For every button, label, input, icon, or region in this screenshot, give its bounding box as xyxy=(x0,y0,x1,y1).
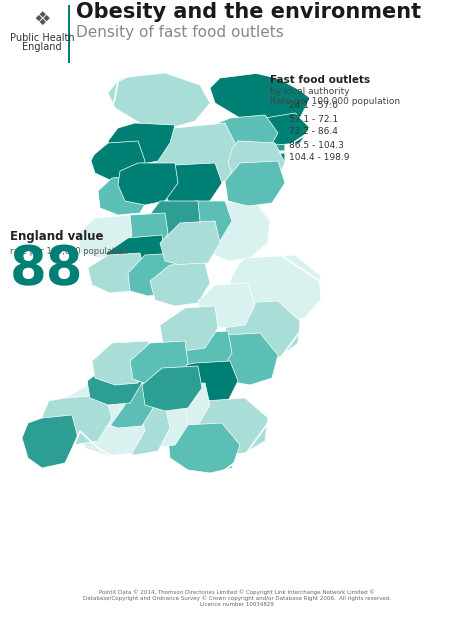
Polygon shape xyxy=(210,73,310,123)
Text: by local authority: by local authority xyxy=(270,87,350,96)
Polygon shape xyxy=(160,163,222,205)
Polygon shape xyxy=(128,253,182,296)
Polygon shape xyxy=(160,306,218,351)
Polygon shape xyxy=(145,201,200,245)
Polygon shape xyxy=(105,405,170,455)
Polygon shape xyxy=(142,366,202,411)
Polygon shape xyxy=(93,383,155,428)
Polygon shape xyxy=(225,161,285,206)
Polygon shape xyxy=(125,403,188,448)
Polygon shape xyxy=(230,255,322,323)
Polygon shape xyxy=(198,283,255,328)
Bar xyxy=(270,101,284,111)
Text: Licence number 10034829: Licence number 10034829 xyxy=(200,602,274,607)
Text: PointX Data © 2014, Thomson Directories Limited © Copyright Link Interchange Net: PointX Data © 2014, Thomson Directories … xyxy=(99,589,375,595)
Polygon shape xyxy=(145,383,210,428)
Polygon shape xyxy=(175,331,232,376)
Polygon shape xyxy=(112,213,168,256)
Polygon shape xyxy=(78,215,132,258)
Polygon shape xyxy=(182,398,268,455)
Bar xyxy=(270,140,284,150)
Polygon shape xyxy=(42,395,112,445)
Text: Fast food outlets: Fast food outlets xyxy=(270,75,370,85)
Text: England value: England value xyxy=(10,230,103,243)
Polygon shape xyxy=(80,408,145,456)
Polygon shape xyxy=(118,163,178,205)
Polygon shape xyxy=(170,361,238,405)
Polygon shape xyxy=(178,201,232,245)
Text: 57.1 - 72.1: 57.1 - 72.1 xyxy=(289,115,338,123)
Polygon shape xyxy=(90,141,145,181)
Text: England: England xyxy=(22,42,62,52)
Polygon shape xyxy=(88,253,145,293)
FancyBboxPatch shape xyxy=(68,5,71,63)
Text: rate per 100,000 population: rate per 100,000 population xyxy=(10,247,128,256)
Polygon shape xyxy=(130,341,188,386)
Text: Database/Copyright and Ordnance Survey © Crown copyright and/or Database Right 2: Database/Copyright and Ordnance Survey ©… xyxy=(83,596,391,601)
Text: Obesity and the environment: Obesity and the environment xyxy=(76,2,421,22)
Bar xyxy=(270,127,284,137)
Polygon shape xyxy=(108,123,175,165)
Text: 72.2 - 86.4: 72.2 - 86.4 xyxy=(289,127,338,137)
Text: 86.5 - 104.3: 86.5 - 104.3 xyxy=(289,141,344,149)
Text: 88: 88 xyxy=(10,243,83,295)
Polygon shape xyxy=(208,333,278,385)
Polygon shape xyxy=(98,175,150,215)
Polygon shape xyxy=(228,141,285,188)
Text: Public Health: Public Health xyxy=(9,33,74,43)
Text: Rate per 100,000 population: Rate per 100,000 population xyxy=(270,97,400,106)
Text: ❖: ❖ xyxy=(33,9,51,28)
Bar xyxy=(270,153,284,163)
Polygon shape xyxy=(22,415,78,468)
Polygon shape xyxy=(168,423,240,473)
Polygon shape xyxy=(65,383,125,428)
Polygon shape xyxy=(108,73,210,128)
Polygon shape xyxy=(160,221,220,266)
Polygon shape xyxy=(87,363,142,405)
Polygon shape xyxy=(155,123,240,185)
Text: 24.1 - 57.0: 24.1 - 57.0 xyxy=(289,101,338,111)
Bar xyxy=(270,114,284,124)
Polygon shape xyxy=(255,113,310,145)
Polygon shape xyxy=(150,263,210,306)
Polygon shape xyxy=(215,115,278,155)
Text: 104.4 - 198.9: 104.4 - 198.9 xyxy=(289,153,349,163)
Polygon shape xyxy=(106,235,165,278)
Polygon shape xyxy=(92,341,152,385)
Text: Density of fast food outlets: Density of fast food outlets xyxy=(76,25,284,39)
Polygon shape xyxy=(225,301,300,361)
Polygon shape xyxy=(202,201,270,261)
